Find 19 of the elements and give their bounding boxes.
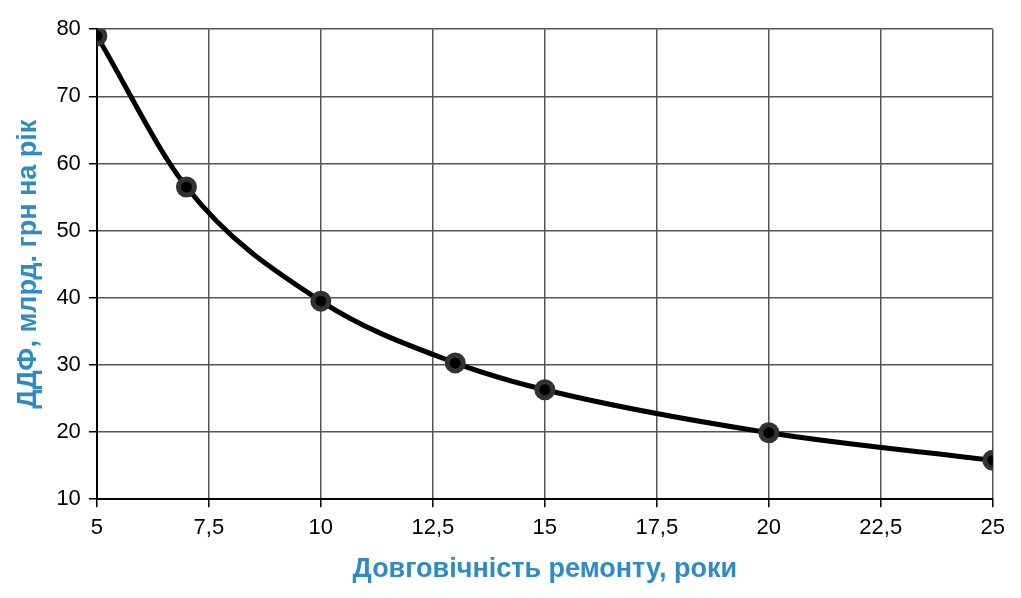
x-tick-label: 20: [756, 514, 782, 540]
x-tick-label: 25: [980, 514, 1006, 540]
y-tick-label: 40: [56, 283, 81, 309]
x-tick-label: 12,5: [411, 514, 455, 540]
y-tick-label: 80: [56, 15, 81, 41]
x-tick-label: 10: [308, 514, 334, 540]
y-axis-title: ДДФ, млрд. грн на рік: [11, 119, 42, 409]
x-tick-label: 5: [90, 514, 103, 540]
y-tick-label: 60: [56, 149, 81, 175]
y-tick-label: 10: [56, 485, 81, 511]
x-tick-label: 15: [532, 514, 558, 540]
x-axis-title: Довговічність ремонту, роки: [352, 553, 738, 584]
x-tick-label: 17,5: [635, 514, 679, 540]
x-tick-label: 22,5: [859, 514, 903, 540]
y-tick-label: 20: [56, 418, 81, 444]
x-tick-label: 7,5: [193, 514, 225, 540]
y-tick-label: 70: [56, 82, 81, 108]
y-tick-label: 50: [56, 216, 81, 242]
y-tick-label: 30: [56, 350, 81, 376]
